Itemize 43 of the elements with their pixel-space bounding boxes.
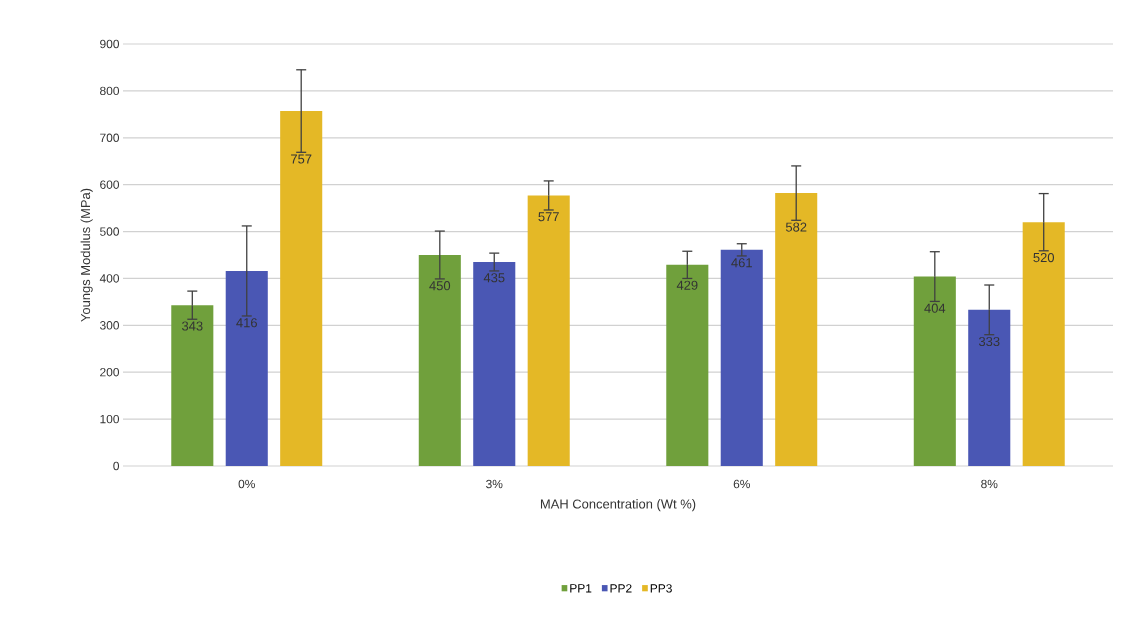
- bar: [775, 193, 818, 466]
- data-label: 577: [538, 212, 559, 222]
- y-tick-label: 900: [100, 39, 120, 49]
- legend-label: PP2: [610, 584, 632, 593]
- y-tick-label: 600: [100, 180, 120, 189]
- legend-label: PP3: [650, 584, 672, 593]
- bar: [666, 264, 709, 466]
- y-axis-title: Youngs Modulus (MPa): [80, 188, 93, 322]
- bar: [280, 111, 323, 466]
- x-tick-label: 8%: [981, 479, 998, 489]
- y-tick-label: 200: [100, 367, 120, 377]
- x-tick-label: 6%: [733, 479, 750, 489]
- data-label: 757: [291, 154, 312, 164]
- data-label: 404: [924, 303, 946, 313]
- data-label: 429: [676, 280, 698, 290]
- x-tick-label: 3%: [486, 479, 503, 489]
- bar: [968, 309, 1011, 466]
- x-tick-label: 0%: [238, 479, 255, 489]
- y-tick-label: 400: [99, 274, 120, 283]
- data-label: 416: [236, 318, 257, 328]
- bar: [473, 262, 516, 466]
- data-label: 450: [429, 281, 451, 291]
- data-label: 461: [731, 258, 752, 268]
- bar: [225, 270, 268, 466]
- x-axis-title: MAH Concentration (Wt %): [540, 499, 696, 512]
- bar: [527, 195, 570, 466]
- legend-label: PP1: [570, 584, 592, 593]
- bar: [418, 255, 461, 466]
- y-tick-label: 500: [100, 227, 120, 236]
- y-tick-label: 100: [100, 414, 120, 424]
- y-tick-label: 300: [99, 321, 120, 330]
- data-label: 343: [182, 321, 203, 331]
- bar: [171, 305, 214, 466]
- y-tick-label: 700: [100, 133, 120, 142]
- bar: [1022, 222, 1065, 466]
- data-label: 582: [785, 222, 807, 232]
- bar: [720, 249, 763, 466]
- data-label: 333: [978, 336, 1000, 347]
- data-label: 520: [1033, 252, 1055, 263]
- y-tick-label: 0: [113, 461, 120, 471]
- bar: [913, 276, 956, 466]
- data-label: 435: [483, 273, 505, 283]
- y-tick-label: 800: [100, 86, 120, 96]
